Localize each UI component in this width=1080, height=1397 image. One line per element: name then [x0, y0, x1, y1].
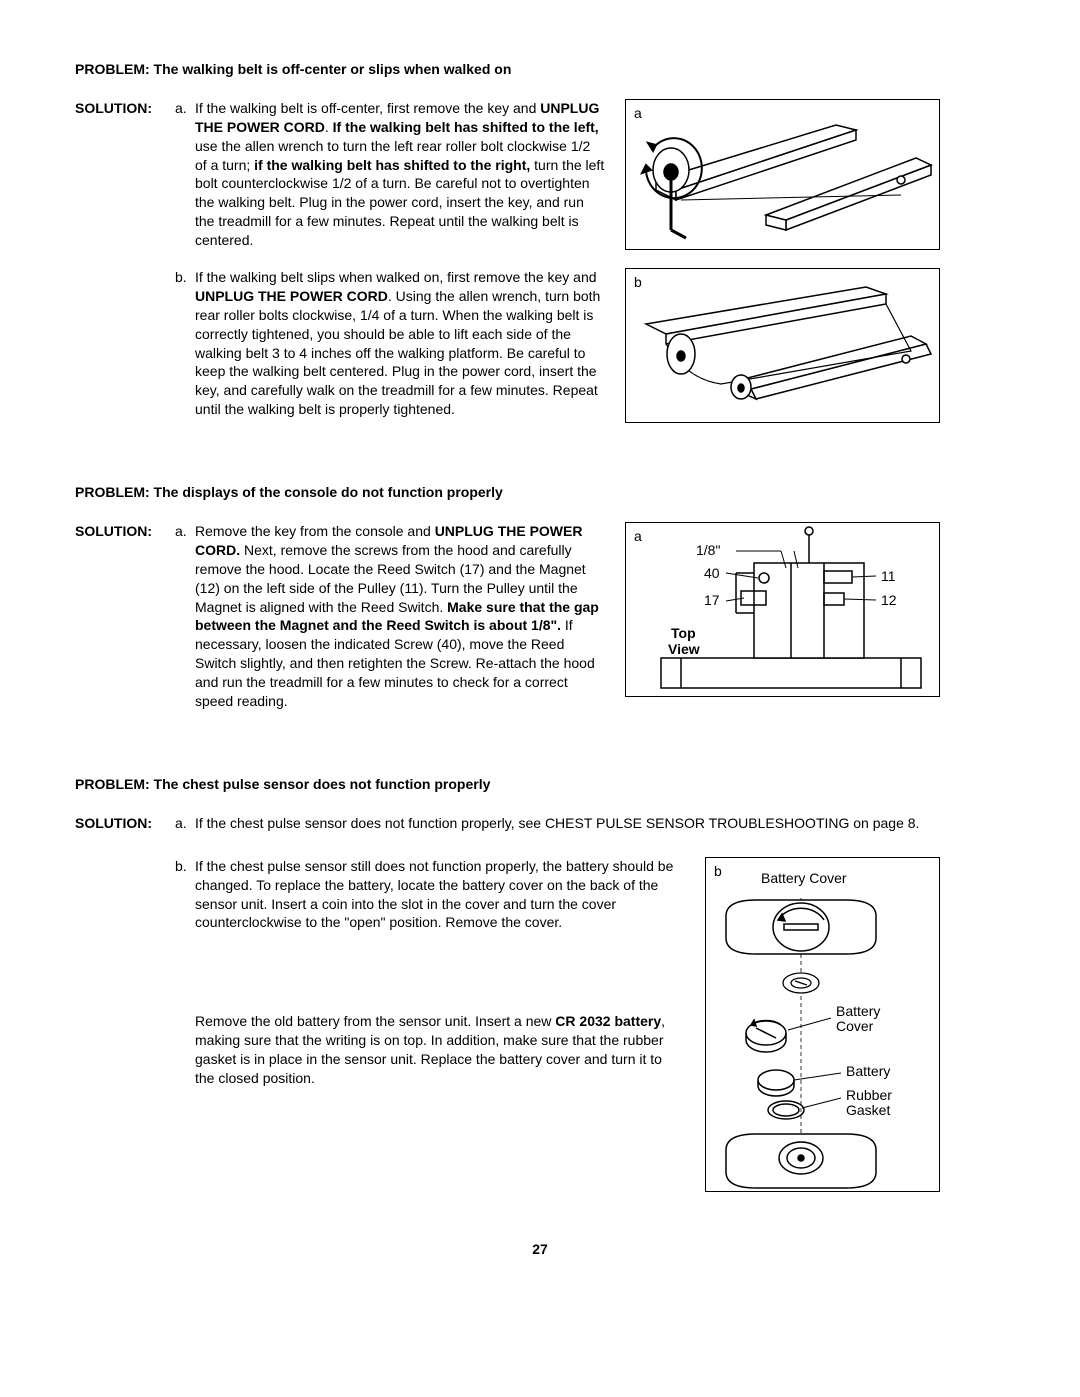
p3-c-text: Remove the old battery from the sensor u…: [195, 1012, 685, 1088]
problem-2-heading: PROBLEM: The displays of the console do …: [75, 483, 1005, 502]
problem-1-heading: PROBLEM: The walking belt is off-center …: [75, 60, 1005, 79]
diag-gasket: Gasket: [846, 1102, 890, 1118]
p3-a-text: If the chest pulse sensor does not funct…: [195, 814, 1005, 833]
p1-b-text: If the walking belt slips when walked on…: [195, 268, 605, 419]
p3-item-letter-b: b.: [175, 857, 195, 933]
diag-view: View: [668, 641, 700, 657]
diag-11: 11: [881, 568, 896, 584]
diag-battery-cover-2: Cover: [836, 1018, 874, 1034]
problem-1: PROBLEM: The walking belt is off-center …: [75, 60, 1005, 455]
problem-3-heading: PROBLEM: The chest pulse sensor does not…: [75, 775, 1005, 794]
diag-battery-cover-1: Battery: [836, 1003, 880, 1019]
diag-battery: Battery: [846, 1063, 890, 1079]
p2-item-letter-a: a.: [175, 522, 195, 711]
p3-item-letter-a: a.: [175, 814, 195, 833]
figure-p3-b: b: [705, 857, 940, 1192]
diag-top: Top: [671, 625, 696, 641]
item-letter-a: a.: [175, 99, 195, 250]
diag-battery-cover-top: Battery Cover: [761, 870, 847, 886]
diag-gap: 1/8": [696, 542, 720, 558]
item-letter-b: b.: [175, 268, 195, 419]
page-number: 27: [75, 1240, 1005, 1259]
p2-a-text: Remove the key from the console and UNPL…: [195, 522, 605, 711]
figure-p1-a: a: [625, 99, 940, 250]
diag-17: 17: [704, 592, 720, 608]
solution-label-2: SOLUTION:: [75, 522, 175, 729]
solution-label-3: SOLUTION:: [75, 814, 175, 847]
solution-label: SOLUTION:: [75, 99, 175, 437]
problem-2: PROBLEM: The displays of the console do …: [75, 483, 1005, 747]
p1-a-text: If the walking belt is off-center, first…: [195, 99, 605, 250]
diag-40: 40: [704, 565, 720, 581]
problem-3: PROBLEM: The chest pulse sensor does not…: [75, 775, 1005, 1210]
diag-rubber: Rubber: [846, 1087, 892, 1103]
figure-p2-a: a: [625, 522, 940, 697]
figure-p1-b: b: [625, 268, 940, 423]
diag-12: 12: [881, 592, 897, 608]
p3-b-text: If the chest pulse sensor still does not…: [195, 857, 685, 933]
